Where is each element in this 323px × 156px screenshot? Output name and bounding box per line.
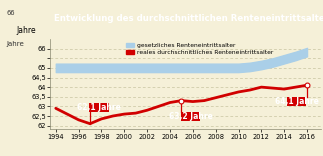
FancyBboxPatch shape bbox=[89, 102, 109, 112]
Text: 63,2 Jahre: 63,2 Jahre bbox=[169, 112, 213, 121]
FancyBboxPatch shape bbox=[287, 97, 307, 106]
Text: 66: 66 bbox=[6, 10, 15, 16]
Text: Jahre: Jahre bbox=[16, 26, 36, 35]
Text: 62,1 Jahre: 62,1 Jahre bbox=[77, 103, 121, 112]
FancyBboxPatch shape bbox=[181, 112, 200, 121]
Legend: gesetzliches Renteneintrittsalter, reales durchschnittliches Renteneintrittsalte: gesetzliches Renteneintrittsalter, reale… bbox=[126, 43, 273, 55]
Text: 64,1 Jahre: 64,1 Jahre bbox=[275, 97, 319, 106]
Text: Jahre: Jahre bbox=[6, 41, 24, 47]
Text: Entwicklung des durchschnittlichen Renteneintrittsalters: Entwicklung des durchschnittlichen Rente… bbox=[54, 14, 323, 23]
